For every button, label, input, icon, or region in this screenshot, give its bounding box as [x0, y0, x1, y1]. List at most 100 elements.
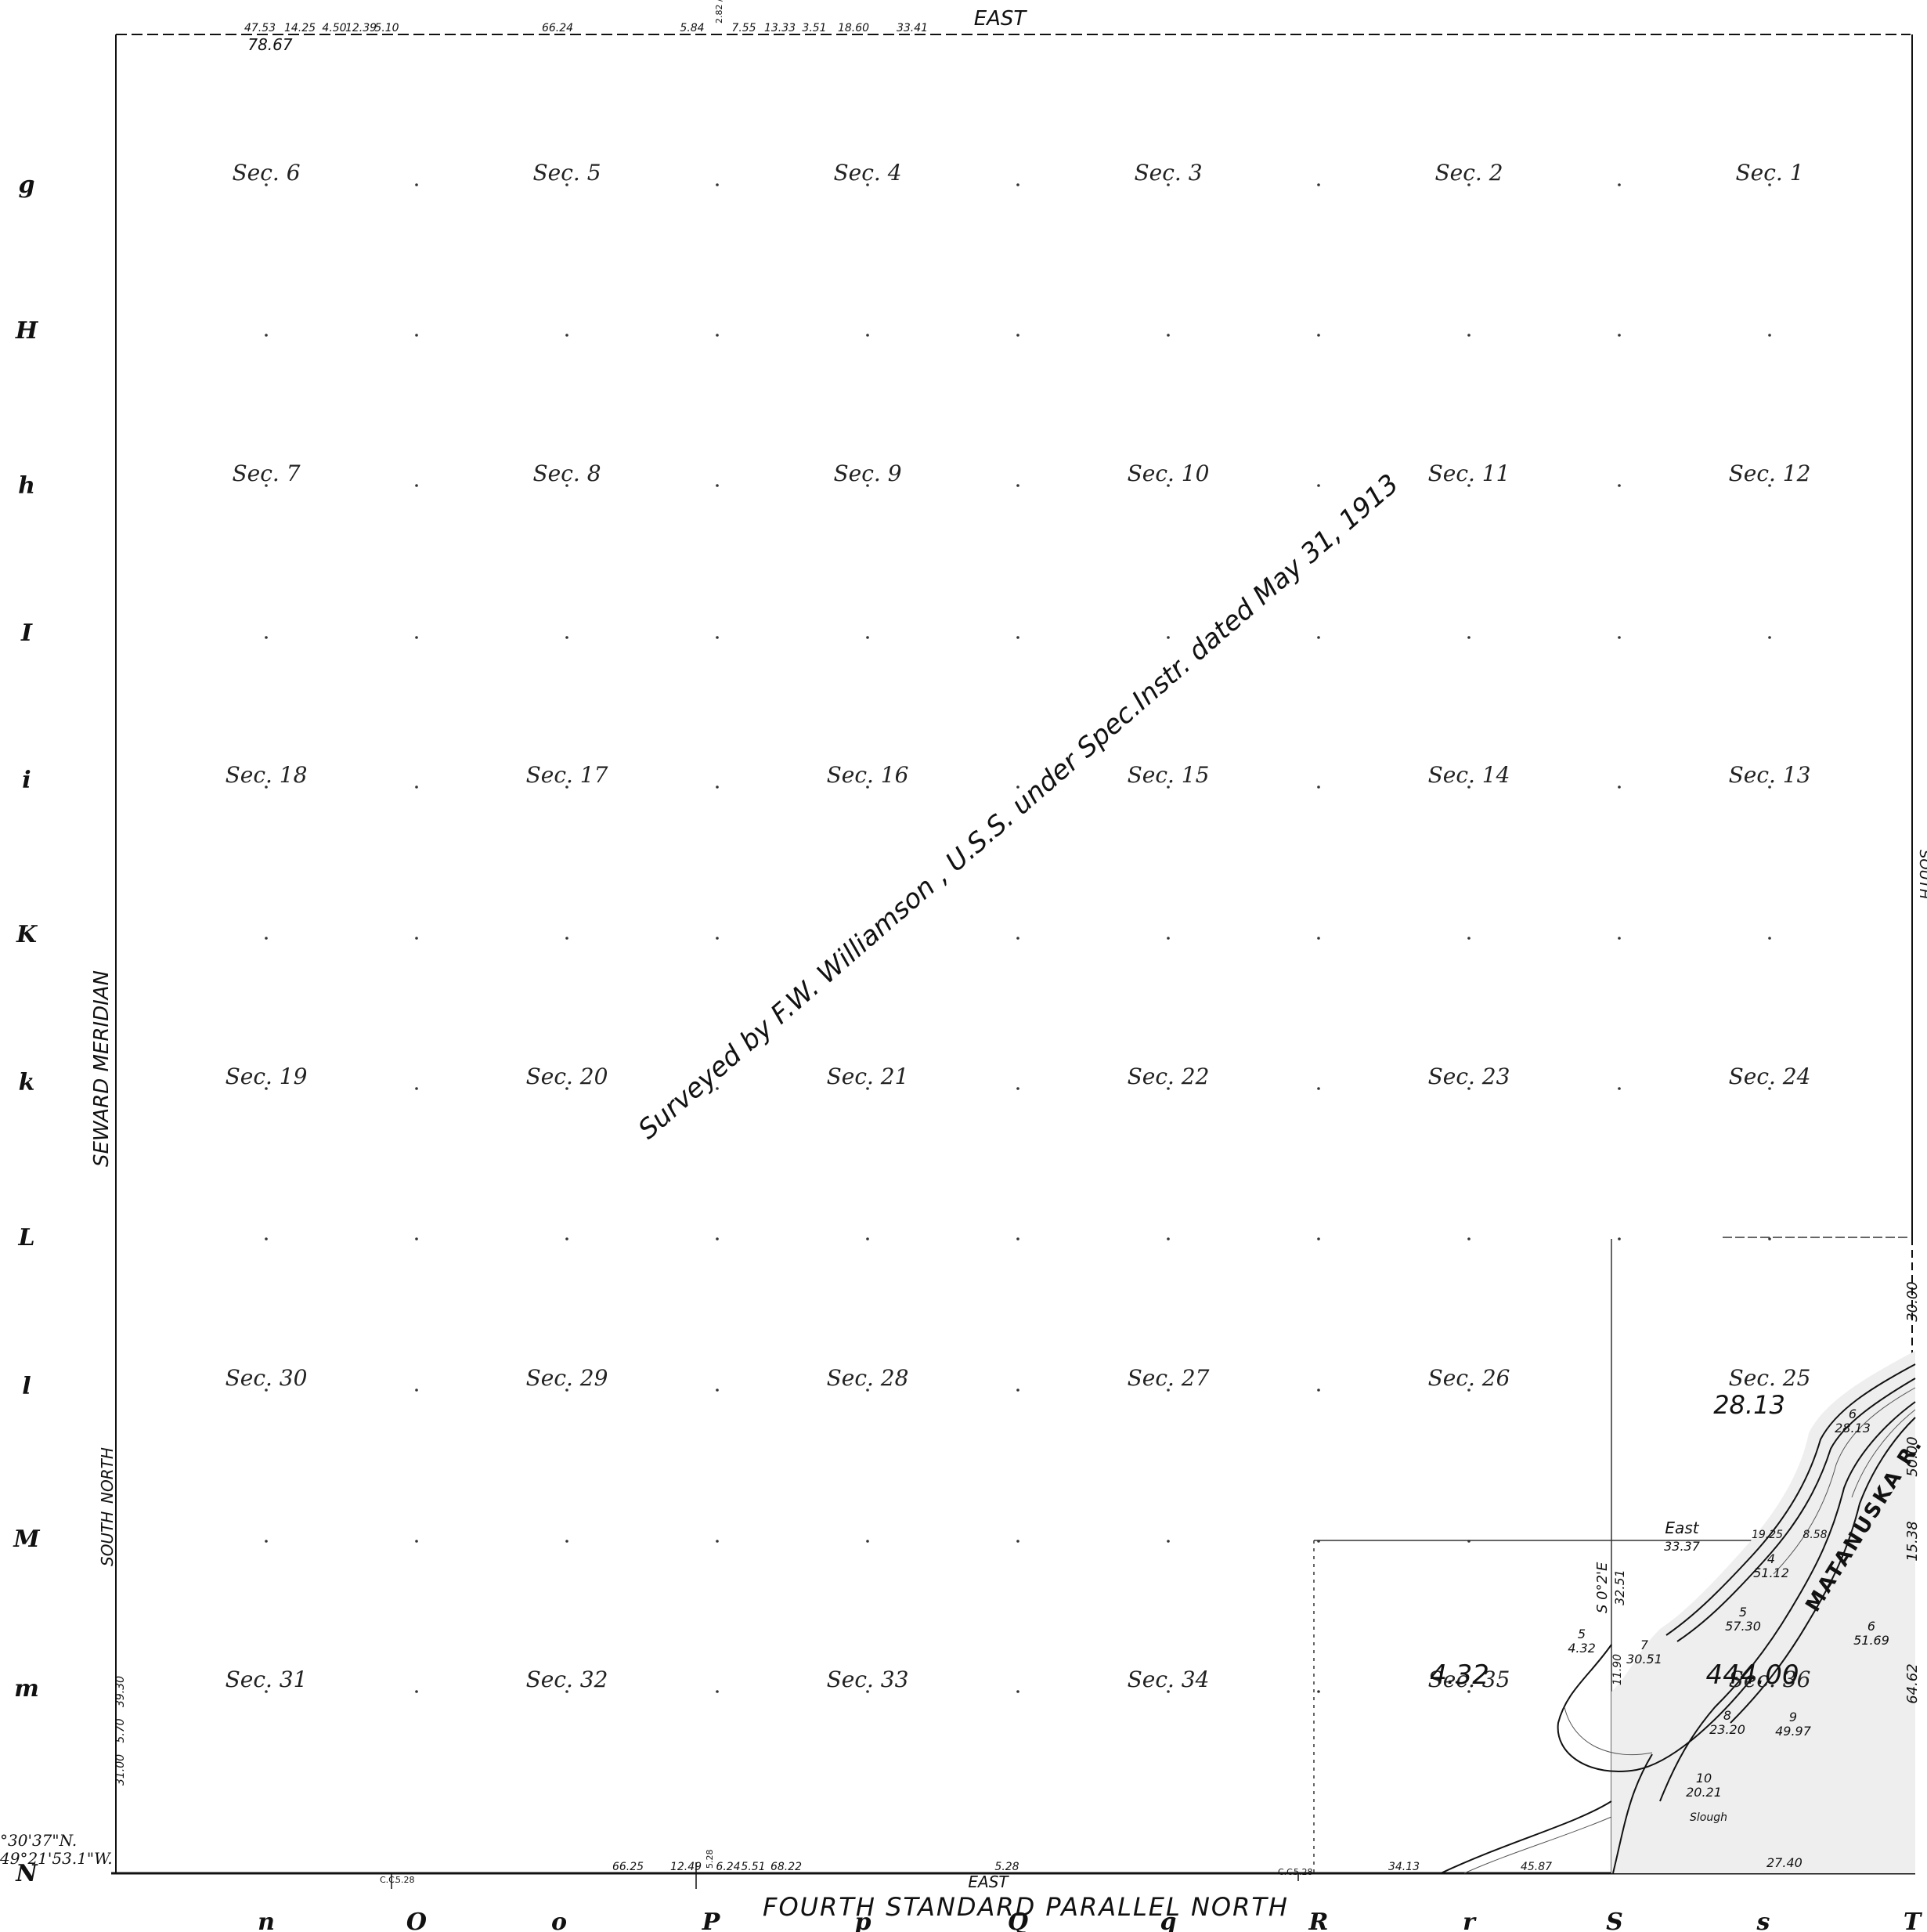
section-label: Sec. 23	[1428, 1064, 1510, 1089]
corner-dot	[866, 1237, 869, 1240]
left-grid-label: H	[15, 317, 39, 345]
lot-area: 4.32	[1568, 1641, 1596, 1656]
corner-dot	[1467, 636, 1471, 639]
bottom-small-vertical: 5.28	[705, 1850, 715, 1869]
lot-area: 20.21	[1686, 1785, 1722, 1800]
corner-dot	[1317, 1389, 1320, 1392]
corner-dot	[1768, 785, 1771, 789]
section-label: Sec. 15	[1128, 762, 1210, 788]
interior-distance: 32.51	[1612, 1569, 1627, 1605]
corner-dot	[1016, 484, 1019, 487]
left-north-label: NORTH	[98, 1447, 117, 1504]
section-label: Sec. 5	[532, 160, 601, 186]
top-measurement: 4.50	[322, 22, 346, 34]
right-measurements: 30.00 50.00 15.38 64.62	[1904, 1281, 1921, 1704]
slough-label: Slough	[1690, 1811, 1727, 1824]
corner-dot	[1317, 636, 1320, 639]
corner-dot	[1768, 183, 1771, 186]
section-label: Sec. 35	[1428, 1667, 1510, 1692]
cc-measure-2: 5.28	[1294, 1867, 1313, 1877]
corner-dot	[265, 1087, 268, 1090]
corner-dot	[716, 636, 719, 639]
corner-dot	[1016, 1087, 1019, 1090]
left-grid-labels: g Hh Ii Kk Ll Mm N	[13, 172, 40, 1887]
corner-dot	[1467, 1389, 1471, 1392]
corner-dot	[1317, 937, 1320, 940]
corner-dot	[716, 785, 719, 789]
corner-dot	[265, 183, 268, 186]
right-measurement: 30.00	[1904, 1281, 1921, 1322]
corner-dot	[866, 334, 869, 337]
sec35-area: 4.32	[1430, 1659, 1489, 1691]
right-south-label: SOUTH	[1916, 850, 1927, 900]
corner-dot	[265, 636, 268, 639]
corner-dot	[866, 484, 869, 487]
left-grid-label: M	[13, 1526, 40, 1553]
corner-dot	[1467, 785, 1471, 789]
corner-dot	[1317, 183, 1320, 186]
corner-dot	[716, 937, 719, 940]
section-label: Sec. 13	[1729, 762, 1811, 788]
corner-dot	[1167, 1389, 1170, 1392]
lot-line-label: 11.90	[1611, 1654, 1624, 1685]
corner-dot	[1618, 785, 1621, 789]
section-label: Sec. 31	[226, 1667, 308, 1692]
bottom-measurement: 5.28	[994, 1861, 1019, 1873]
section-label: Sec. 1	[1735, 160, 1803, 186]
left-grid-label: L	[17, 1224, 34, 1251]
section-corner-dots	[265, 183, 1771, 1693]
section-label: Sec. 22	[1128, 1064, 1210, 1089]
slough-hatch	[1564, 1706, 1653, 1756]
interior-bearing: S 0°2'E	[1594, 1562, 1611, 1613]
corner-dot	[565, 484, 568, 487]
section-label: Sec. 19	[226, 1064, 308, 1089]
corner-dot	[716, 484, 719, 487]
top-small-vertical: 2.82 / 1.40	[714, 0, 724, 23]
river-hatch-2	[1851, 1409, 1916, 1498]
corner-dot	[1768, 937, 1771, 940]
left-grid-label: l	[22, 1373, 31, 1400]
corner-dot	[415, 334, 418, 337]
corner-dot	[265, 785, 268, 789]
corner-dot	[1467, 334, 1471, 337]
bottom-grid-label: p	[855, 1909, 871, 1932]
lot-number: 4	[1767, 1551, 1775, 1566]
section-label: Sec. 2	[1434, 160, 1503, 186]
corner-dot	[866, 183, 869, 186]
bottom-grid-label: n	[258, 1909, 275, 1932]
meridian-label: SEWARD MERIDIAN	[90, 970, 114, 1167]
lot-number: 8	[1723, 1708, 1731, 1723]
corner-dot	[1467, 183, 1471, 186]
bottom-grid-label: P	[702, 1909, 721, 1932]
lot-number: 7	[1640, 1638, 1649, 1652]
corner-dot	[1016, 937, 1019, 940]
east-line-dist: 33.37	[1664, 1539, 1701, 1554]
corner-dot	[1768, 636, 1771, 639]
left-grid-label: m	[14, 1675, 39, 1703]
section-label: Sec. 29	[526, 1365, 608, 1391]
bottom-measurement: 6.24	[716, 1861, 740, 1873]
left-measurement: 31.00	[114, 1754, 127, 1786]
corner-dot	[265, 334, 268, 337]
corner-dot	[1167, 183, 1170, 186]
corner-dot	[565, 636, 568, 639]
corner-dot	[265, 937, 268, 940]
east-line-part-1: 19.25	[1752, 1529, 1783, 1541]
section-label: Sec. 10	[1128, 460, 1210, 486]
survey-note: Surveyed by F.W. Williamson , U.S.S. und…	[633, 468, 1405, 1146]
section-label: Sec. 26	[1428, 1365, 1510, 1391]
top-measurement: 18.60	[838, 22, 869, 34]
left-grid-label: I	[20, 619, 33, 647]
corner-dot	[1618, 1237, 1621, 1240]
section-label: Sec. 8	[532, 460, 601, 486]
corner-dot	[1317, 1087, 1320, 1090]
corner-dot	[415, 1690, 418, 1693]
corner-dot	[415, 636, 418, 639]
corner-dot	[1016, 1540, 1019, 1543]
left-grid-label: h	[18, 472, 35, 500]
section-label: Sec. 32	[526, 1667, 608, 1692]
corner-dot	[415, 1540, 418, 1543]
section-label: Sec. 30	[226, 1365, 308, 1391]
